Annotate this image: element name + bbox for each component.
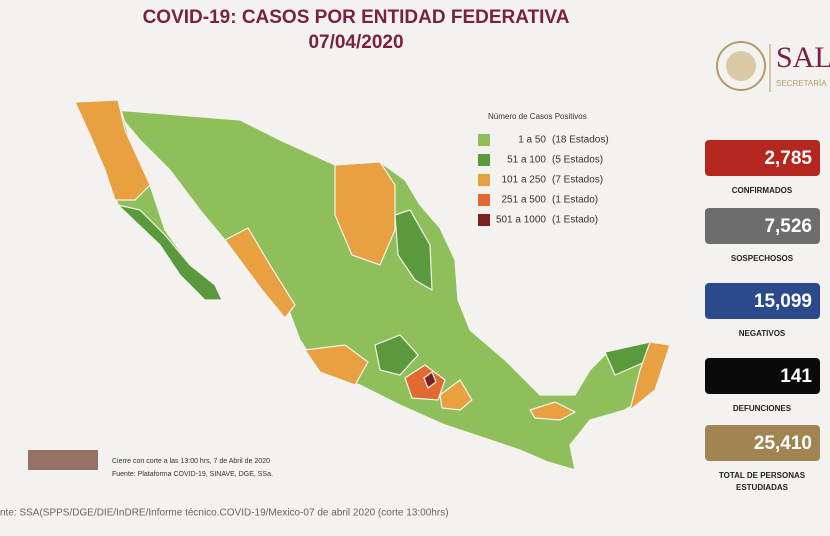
legend-count: (18 Estados) <box>552 135 609 146</box>
stat-value: 25,410 <box>754 433 812 454</box>
date: 07/04/2020 <box>308 32 403 53</box>
stat-box <box>705 425 820 461</box>
state <box>529 401 577 421</box>
legend-swatch <box>478 214 490 226</box>
legend-range: 501 a 1000 <box>496 215 546 226</box>
state <box>628 341 671 412</box>
state <box>303 344 369 386</box>
note: Cierre con corte a las 13:00 hrs, 7 de A… <box>112 458 270 465</box>
legend-swatch <box>478 134 490 146</box>
stats: 2,785 CONFIRMADOS 7,526 SOSPECHOSOS 15,099 NE… <box>705 140 820 492</box>
map <box>74 99 671 471</box>
stat-box <box>705 283 820 319</box>
legend-swatch <box>478 154 490 166</box>
legend-count: (1 Estado) <box>552 215 598 226</box>
state <box>374 334 419 376</box>
stat-label: TOTAL DE PERSONAS ESTUDIADAS <box>719 471 806 492</box>
legend-range: 51 a 100 <box>507 155 546 166</box>
stat-label: DEFUNCIONES <box>733 404 792 413</box>
legend-count: (7 Estados) <box>552 175 603 186</box>
stat-value: 2,785 <box>764 148 812 169</box>
state <box>439 379 473 411</box>
logo: SAL <box>776 41 830 74</box>
stat-value: 15,099 <box>754 291 812 312</box>
stat-value: 141 <box>780 366 812 387</box>
note: Fuente: Plataforma COVID-19, SINAVE, DGE… <box>112 471 273 478</box>
stat-box <box>705 140 820 176</box>
legend-title: Número de Casos Positivos <box>488 112 587 121</box>
stat-box <box>705 208 820 244</box>
legend-range: 251 a 500 <box>502 195 547 206</box>
footer: nte: SSA(SPPS/DGE/DIE/InDRE/Informe técn… <box>0 508 449 519</box>
stat-label: CONFIRMADOS <box>732 186 793 195</box>
stat-label: NEGATIVOS <box>739 329 786 338</box>
legend-swatch <box>478 174 490 186</box>
stat-box <box>705 358 820 394</box>
legend-count: (1 Estado) <box>552 195 598 206</box>
legend-count: (5 Estados) <box>552 155 603 166</box>
state <box>404 364 446 401</box>
stat-value: 7,526 <box>764 216 812 237</box>
seal <box>716 41 766 91</box>
legend-range: 1 a 50 <box>518 135 546 146</box>
legend-range: 101 a 250 <box>502 175 547 186</box>
state <box>334 161 396 266</box>
title: COVID-19: CASOS POR ENTIDAD FEDERATIVA <box>143 7 570 28</box>
stat-label: SOSPECHOSOS <box>731 254 794 263</box>
seal-center <box>726 51 756 81</box>
state <box>394 209 433 292</box>
state <box>224 227 296 319</box>
state <box>74 99 151 201</box>
state <box>116 203 223 301</box>
legend-swatch <box>478 194 490 206</box>
legend: 1 a 50 (18 Estados) 51 a 100 (5 Estados) 101… <box>478 134 609 226</box>
state <box>423 371 437 389</box>
logo-sub: SECRETARÍA <box>776 79 827 88</box>
image-placeholder <box>28 450 98 470</box>
